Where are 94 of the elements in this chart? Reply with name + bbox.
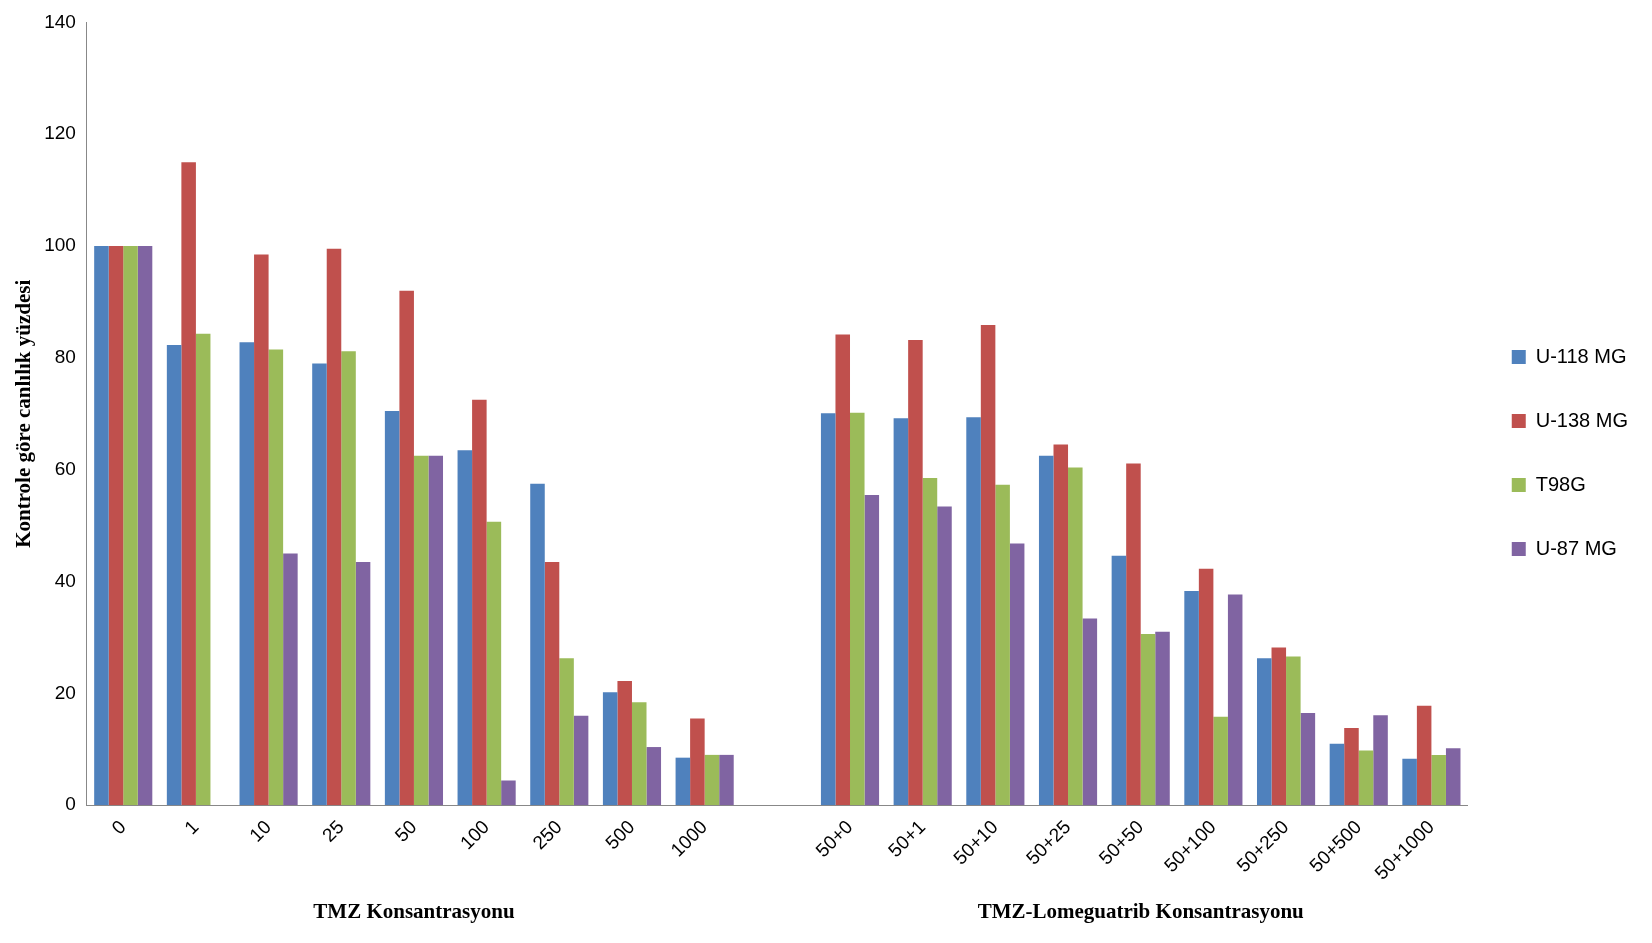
bar (646, 747, 662, 806)
bar (1126, 463, 1141, 806)
bar (1111, 555, 1127, 806)
bar (181, 162, 196, 806)
bar (602, 692, 618, 806)
text: TMZ Konsantrasyonu (313, 899, 515, 923)
bar (1213, 716, 1228, 806)
legend-label: U-118 MG (1535, 344, 1627, 367)
bar (573, 715, 589, 806)
bar (1431, 754, 1446, 806)
bar (675, 757, 691, 806)
x-tick-label: 1 (180, 815, 203, 839)
bar (399, 290, 414, 806)
bar (486, 521, 502, 806)
x-tick-label: 250 (528, 815, 566, 854)
bar (355, 561, 371, 806)
bar (922, 478, 938, 806)
y-tick-label: 20 (54, 681, 76, 703)
bar (1358, 750, 1374, 806)
bar (908, 339, 923, 806)
x-tick-label: 100 (455, 815, 494, 854)
bar (719, 754, 734, 806)
bar (820, 413, 836, 806)
bar (501, 780, 516, 806)
bar (1256, 658, 1272, 806)
bar (283, 553, 298, 806)
bar (326, 248, 342, 806)
bar (1445, 748, 1461, 806)
y-tick-label: 0 (65, 793, 76, 815)
bar (1082, 618, 1098, 806)
bar (108, 246, 124, 806)
y-tick-label: 120 (44, 122, 76, 144)
bar (123, 246, 138, 806)
bar (1402, 758, 1417, 806)
bar (166, 345, 182, 806)
bar (1286, 656, 1301, 806)
bar (1329, 743, 1345, 806)
x-tick-label: 0 (107, 815, 130, 839)
bar (137, 246, 153, 806)
bar (94, 246, 109, 806)
bar (1009, 543, 1025, 806)
legend-label: U-87 MG (1535, 536, 1617, 559)
bar (835, 334, 850, 806)
bar (1038, 455, 1054, 806)
bar (850, 412, 865, 806)
y-tick-label: 60 (54, 457, 76, 479)
legend-label: U-138 MG (1535, 408, 1628, 431)
bar (195, 333, 211, 806)
bar (966, 417, 981, 806)
bar (893, 418, 909, 806)
bar (268, 349, 284, 806)
y-tick-label: 140 (44, 10, 76, 32)
bar (384, 411, 400, 806)
y-tick-label: 80 (54, 346, 76, 368)
bar (1300, 712, 1316, 806)
y-axis-title: Kontrole göre canlılık yüzdesi (11, 279, 36, 548)
bar (1227, 594, 1243, 806)
bar (457, 450, 473, 806)
bar (1416, 705, 1432, 806)
bar (1184, 591, 1199, 806)
text: TMZ-Lomeguatrib Konsantrasyonu (977, 899, 1305, 923)
x-tick-label: 10 (245, 815, 276, 846)
bar (1344, 728, 1359, 806)
x-tick-label: 25 (318, 815, 348, 846)
bar (1068, 467, 1083, 806)
bar (1140, 634, 1156, 806)
bar (631, 702, 647, 806)
bar (1373, 715, 1388, 806)
bar (312, 363, 327, 806)
bar (559, 658, 574, 806)
bar (690, 718, 705, 806)
legend-label: T98G (1535, 472, 1586, 495)
bar (254, 254, 269, 806)
bar (1271, 647, 1287, 806)
bar (1053, 444, 1069, 806)
bar (544, 561, 560, 806)
bar (428, 455, 444, 806)
bar (864, 494, 880, 806)
bar (704, 754, 720, 806)
bar (1155, 631, 1170, 806)
bar (1198, 568, 1214, 806)
x-tick-label: 500 (601, 815, 639, 854)
y-tick-label: 100 (44, 234, 76, 256)
x-tick-label: 50 (390, 815, 421, 846)
bar (937, 506, 952, 806)
bar (472, 399, 487, 806)
bar (617, 681, 632, 806)
bar (341, 351, 356, 806)
bar (530, 483, 545, 806)
bar (980, 324, 996, 806)
y-tick-label: 40 (54, 569, 76, 591)
bar (413, 455, 429, 806)
bar (239, 342, 255, 806)
bar (995, 484, 1010, 806)
